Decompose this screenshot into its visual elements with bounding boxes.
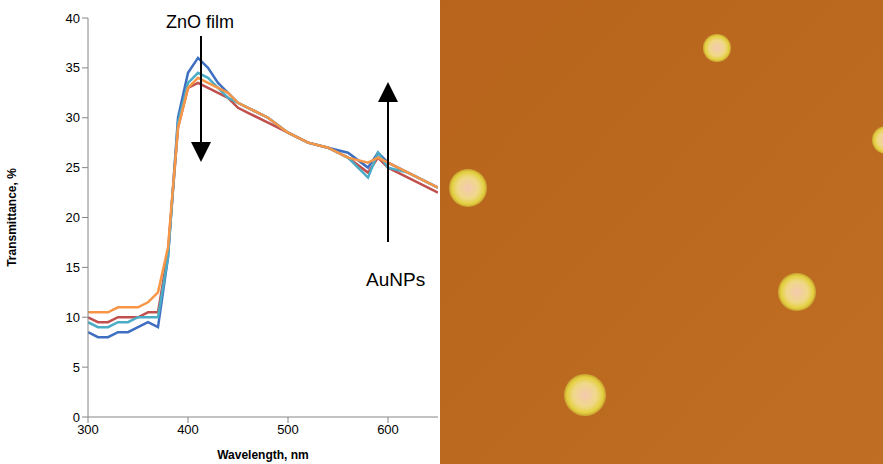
svg-text:30: 30 [66, 110, 80, 125]
svg-text:400: 400 [177, 422, 199, 437]
svg-text:35: 35 [66, 60, 80, 75]
svg-text:15: 15 [66, 260, 80, 275]
svg-text:0: 0 [73, 410, 80, 425]
svg-text:300: 300 [77, 422, 99, 437]
svg-text:Transmittance, %: Transmittance, % [5, 168, 19, 267]
svg-text:600: 600 [377, 422, 399, 437]
svg-text:Wavelength, nm: Wavelength, nm [217, 448, 309, 462]
svg-text:20: 20 [66, 210, 80, 225]
svg-text:AuNPs: AuNPs [366, 269, 425, 290]
svg-text:500: 500 [277, 422, 299, 437]
svg-text:5: 5 [73, 360, 80, 375]
svg-text:10: 10 [66, 310, 80, 325]
svg-text:ZnO film: ZnO film [166, 12, 234, 32]
svg-text:40: 40 [66, 11, 80, 26]
svg-text:25: 25 [66, 160, 80, 175]
